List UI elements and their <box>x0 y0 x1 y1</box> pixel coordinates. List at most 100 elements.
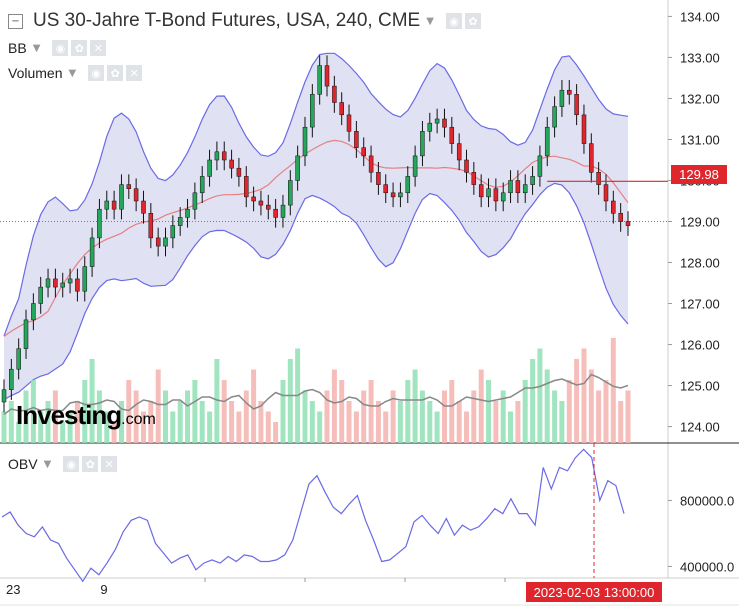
eye-icon[interactable]: ◉ <box>88 65 105 81</box>
volume-bar <box>236 411 242 443</box>
close-icon[interactable]: ✕ <box>101 456 118 472</box>
volume-bar <box>449 380 455 443</box>
obv-axis-label: 800000.0 <box>680 493 734 508</box>
candlestick <box>390 192 396 198</box>
volume-bar <box>500 390 506 443</box>
eye-icon[interactable]: ◉ <box>63 456 80 472</box>
volume-ma-line <box>3 373 629 415</box>
candlestick <box>9 368 14 390</box>
volume-bar <box>610 338 616 443</box>
volume-bar <box>185 390 190 443</box>
close-icon[interactable]: ✕ <box>126 65 143 81</box>
candlestick <box>199 176 205 194</box>
bollinger-band-fill <box>4 53 628 400</box>
volume-bar <box>419 390 425 443</box>
close-icon[interactable]: ✕ <box>90 40 107 56</box>
candlestick <box>23 319 29 349</box>
volume-bar <box>8 401 14 443</box>
price-axis-label: 133.00 <box>680 50 720 65</box>
candlestick <box>53 278 58 288</box>
volume-bar <box>508 411 513 443</box>
price-axis-label: 131.00 <box>680 132 720 147</box>
candlestick <box>82 266 88 292</box>
volume-bar <box>405 380 411 443</box>
candlestick <box>611 200 616 214</box>
candlestick <box>368 155 374 173</box>
bollinger-basis-line <box>3 139 629 337</box>
gear-icon[interactable]: ✿ <box>71 40 88 56</box>
volume-bar <box>251 369 257 443</box>
bb-label: BB <box>8 40 27 56</box>
eye-icon[interactable]: ◉ <box>52 40 69 56</box>
volume-legend: Volumen ▼ ◉ ✿ ✕ <box>8 65 143 81</box>
candlestick <box>589 143 594 173</box>
volume-bar <box>280 380 286 443</box>
candlestick <box>354 131 359 148</box>
volume-bar <box>16 422 22 443</box>
candlestick <box>317 65 322 95</box>
current-price-tag: 129.98 <box>671 165 727 184</box>
candlestick <box>434 118 440 124</box>
candlestick <box>420 131 425 157</box>
candlestick <box>522 184 528 194</box>
volume-bar <box>478 369 484 443</box>
crosshair-time-tag: 2023-02-03 13:00:00 <box>526 582 662 602</box>
candlestick <box>170 225 176 239</box>
candlestick <box>552 106 557 128</box>
volume-bar <box>148 401 154 443</box>
volume-bar <box>427 401 433 443</box>
candlestick <box>273 208 278 218</box>
gear-icon[interactable]: ✿ <box>107 65 124 81</box>
volume-bar <box>361 390 367 443</box>
volume-label: Volumen <box>8 65 63 81</box>
gear-icon[interactable]: ✿ <box>82 456 99 472</box>
price-axis-label: 134.00 <box>680 9 720 24</box>
volume-bar <box>596 390 602 443</box>
volume-bar <box>515 401 521 443</box>
candlestick <box>324 65 330 87</box>
candlestick <box>133 188 139 202</box>
price-axis-label: 124.00 <box>680 420 720 435</box>
volume-bar <box>486 380 491 443</box>
caret-down-icon[interactable]: ▼ <box>32 42 41 54</box>
candlestick <box>148 213 154 239</box>
volume-bar <box>383 411 389 443</box>
candlestick <box>596 172 601 185</box>
volume-bar <box>581 348 587 443</box>
caret-down-icon[interactable]: ▼ <box>68 67 77 79</box>
candlestick <box>177 217 183 226</box>
volume-bar <box>207 411 213 443</box>
candlestick <box>295 155 300 181</box>
volume-bar <box>324 390 330 443</box>
volume-bar <box>82 380 88 443</box>
candlestick <box>236 167 242 177</box>
candlestick <box>567 89 572 95</box>
volume-bar <box>331 369 337 443</box>
gear-icon[interactable]: ✿ <box>464 13 481 29</box>
volume-bar <box>30 380 36 443</box>
caret-down-icon[interactable]: ▼ <box>43 458 52 470</box>
candlestick <box>405 176 411 194</box>
candlestick <box>486 188 491 198</box>
volume-bar <box>522 380 528 443</box>
volume-bar <box>397 401 403 443</box>
candlestick <box>155 237 161 247</box>
candlestick <box>412 155 418 177</box>
candlestick <box>339 102 344 116</box>
candlestick <box>38 286 43 304</box>
candlestick <box>16 348 21 370</box>
candlestick <box>244 176 249 198</box>
candlestick <box>89 237 95 267</box>
candlestick <box>302 126 308 157</box>
price-axis-label: 132.00 <box>680 91 720 106</box>
volume-bar <box>375 401 381 443</box>
minus-box-icon[interactable]: − <box>8 13 23 29</box>
volume-bar <box>258 401 264 443</box>
eye-icon[interactable]: ◉ <box>445 13 462 29</box>
investing-watermark: Investing.com <box>16 400 156 431</box>
caret-down-icon[interactable]: ▼ <box>426 15 434 27</box>
volume-bar <box>104 411 110 443</box>
volume-bar <box>625 390 631 443</box>
volume-bar <box>38 411 44 443</box>
